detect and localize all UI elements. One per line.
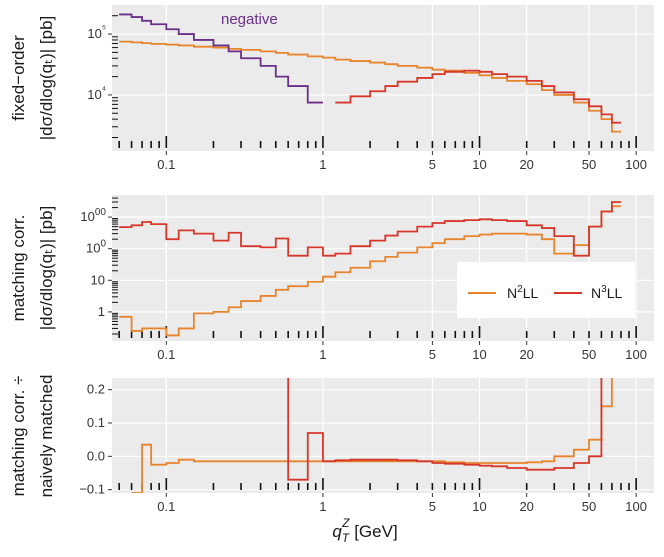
panel-1-ytick-label-1: 10⁵ (87, 24, 106, 41)
x-axis-title-symbol: q (332, 522, 342, 541)
legend-n3-sup: 3 (601, 284, 607, 295)
legend-n2-suffix: LL (523, 285, 539, 301)
panel-3-series-n2ll (131, 378, 613, 493)
panel-3-xtick-label-5: 50 (582, 499, 596, 514)
panel-3-ytick-label-2: 0.1 (87, 415, 105, 430)
legend-n2-prefix: N (507, 285, 517, 301)
panel-1-xtick-label-4: 20 (519, 157, 533, 172)
panel-1-series-n3ll (335, 69, 621, 124)
panel-3-xtick-label-6: 100 (625, 499, 647, 514)
panel-2-ylabel-line1: matching corr. (9, 215, 28, 322)
panel-1-xtick-label-3: 10 (472, 157, 486, 172)
grid-layer (112, 5, 654, 493)
panel-1-ylabel-line2: |dσ/dlog(qₜ)| [pb] (37, 16, 56, 141)
panel-1-xtick-label-5: 50 (582, 157, 596, 172)
panel-1-xtick-label-2: 5 (429, 157, 436, 172)
ytick-exponent: 0 (100, 239, 106, 250)
panel-1-xtick-label-6: 100 (625, 157, 647, 172)
x-axis-layer: 0.1 1 5 10 20 50 100 0.1 1 5 10 20 50 100 0.1 1 5 10 20 50 1… (157, 151, 647, 514)
ytick-base: 10 (80, 209, 94, 224)
legend-n3-suffix: LL (607, 285, 623, 301)
panel-3-ylabel-line2: naively matched (37, 375, 56, 498)
panel-1-series (119, 13, 621, 133)
panel-2-xtick-label-0: 0.1 (157, 347, 175, 362)
legend-box (457, 262, 635, 318)
panel-3-series (131, 378, 613, 493)
panel-3-ylabel-line1: matching corr. ÷ (9, 376, 28, 497)
panel-3-xtick-label-0: 0.1 (157, 499, 175, 514)
panel-2-xtick-label-1: 1 (319, 347, 326, 362)
panel-3-xtick-label-1: 1 (319, 499, 326, 514)
panel-2-ytick-label-1: 10 (91, 272, 105, 287)
panel-2-xtick-label-4: 20 (519, 347, 533, 362)
panel-1-series-n2ll (119, 40, 621, 133)
panel-3-ytick-label-0: −0.1 (79, 482, 105, 497)
panel-3-xtick-label-2: 5 (429, 499, 436, 514)
ytick-exponent: ⁴ (102, 85, 106, 96)
panel-2-series-n2ll (119, 205, 621, 337)
ytick-exponent: ⁵ (102, 24, 106, 35)
panel-3-ytick-label-1: 0.0 (87, 448, 105, 463)
ytick-exponent: 00 (95, 207, 107, 218)
panel-1-ytick-label-0: 10⁴ (87, 85, 106, 102)
panel-1-background (112, 5, 654, 151)
legend: N2LL N3LL (457, 262, 635, 318)
x-axis-title: qTZ [GeV] (332, 516, 397, 545)
panel-3-xtick-label-4: 20 (519, 499, 533, 514)
panel-3-ytick-label-3: 0.2 (87, 382, 105, 397)
negative-annotation: negative (221, 11, 278, 28)
ytick-base: 10 (87, 26, 101, 41)
panel-2-series (119, 201, 621, 337)
panel-2-xtick-label-3: 10 (472, 347, 486, 362)
panel-2-xtick-label-6: 100 (625, 347, 647, 362)
x-axis-title-sup: Z (341, 516, 350, 530)
panel-2-xtick-label-5: 50 (582, 347, 596, 362)
panel-1-xtick-label-1: 1 (319, 157, 326, 172)
panel-3-series-n3ll (287, 378, 603, 481)
panel-3-xtick-label-3: 10 (472, 499, 486, 514)
x-axis-title-sub: T (342, 531, 351, 545)
panel-2-xtick-label-2: 5 (429, 347, 436, 362)
ytick-base: 10 (86, 241, 100, 256)
panel-2-ytick-label-3: 1000 (80, 207, 106, 224)
legend-label-n2ll: N2LL (507, 284, 538, 301)
legend-label-n3ll: N3LL (591, 284, 622, 301)
panel-1-xtick-label-0: 0.1 (157, 157, 175, 172)
panel-2-ytick-label-0: 1 (98, 304, 105, 319)
x-axis-title-unit: [GeV] (349, 522, 397, 541)
tick-rug-layer (118, 136, 637, 490)
panel-2-ylabel-line2: |dσ/dlog(qₜ)| [pb] (37, 206, 56, 331)
legend-n3-prefix: N (591, 285, 601, 301)
legend-n2-sup: 2 (517, 284, 523, 295)
panel-1-ylabel-line1: fixed−order (9, 35, 28, 121)
panel-2-ytick-label-2: 100 (86, 239, 106, 256)
panel-1-series-negative (119, 13, 323, 104)
ytick-base: 10 (87, 87, 101, 102)
panel-3-background (112, 378, 654, 493)
panel-2-series-n3ll (119, 201, 621, 257)
